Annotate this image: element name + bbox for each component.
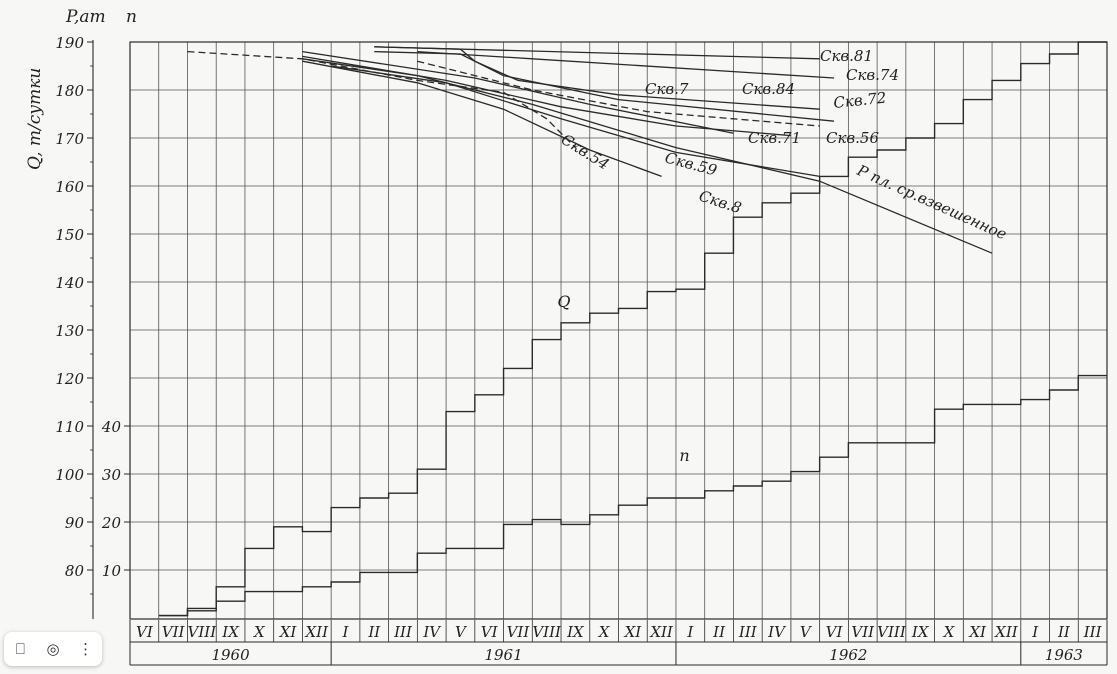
year-label: 1962 xyxy=(829,646,867,664)
month-label: VIII xyxy=(532,623,562,641)
y-axis-left-tick-label: 90 xyxy=(65,514,85,532)
y-axis-right-tick-label: 30 xyxy=(102,466,122,484)
pressure-curve xyxy=(302,58,993,254)
month-label: VI xyxy=(481,623,499,641)
month-label: I xyxy=(686,623,694,641)
pressure-curve-label: Скв.7 xyxy=(645,80,689,98)
month-label: IX xyxy=(221,623,240,641)
bookmark-icon[interactable]: ⎕ xyxy=(15,640,25,658)
y-axis-right-tick-label: 40 xyxy=(101,418,122,436)
month-label: IX xyxy=(566,623,585,641)
y-axis-right-tick-label: 10 xyxy=(102,562,122,580)
month-label: V xyxy=(800,623,813,641)
pressure-curve-label: Скв.84 xyxy=(742,80,795,98)
pressure-curve xyxy=(302,55,791,137)
step-series-n xyxy=(158,374,1107,617)
month-label: III xyxy=(1083,623,1103,641)
y-axis-left-tick-label: 100 xyxy=(55,466,84,484)
month-label: VI xyxy=(826,623,844,641)
month-label: VIII xyxy=(877,623,907,641)
month-label: XI xyxy=(624,623,643,641)
y-axis-left-tick-label: 180 xyxy=(55,82,84,100)
pressure-curve-label: Скв.56 xyxy=(826,129,879,147)
plot-frame xyxy=(129,41,1108,620)
year-label: 1963 xyxy=(1045,646,1083,664)
pressure-curve xyxy=(302,60,662,178)
year-label: 1960 xyxy=(211,646,250,664)
y-axis-left-tick-label: 160 xyxy=(55,178,84,196)
month-label: I xyxy=(1031,623,1039,641)
image-toolbar: ⎕ ◎ ⋮ xyxy=(4,632,102,666)
q-axis-label: Q, т/сутки xyxy=(25,68,45,170)
pressure-curve-label: Скв.71 xyxy=(748,129,801,147)
month-label: VII xyxy=(162,623,186,641)
pressure-curve-label: Скв.59 xyxy=(663,148,719,179)
month-label: X xyxy=(598,623,611,641)
y-axis-left-tick-label: 190 xyxy=(55,34,84,52)
month-label: VII xyxy=(507,623,531,641)
y-axis-left-tick-label: 140 xyxy=(55,274,84,292)
month-label: X xyxy=(943,623,956,641)
month-label: V xyxy=(455,623,468,641)
month-label: III xyxy=(393,623,413,641)
p-axis-label: P,ат xyxy=(65,7,106,27)
pressure-curve-label: Скв.8 xyxy=(697,187,744,218)
pressure-curve-label: Скв.72 xyxy=(833,89,888,112)
pressure-curve xyxy=(374,46,820,110)
y-axis-left-tick-label: 150 xyxy=(55,226,84,244)
month-label: IV xyxy=(767,623,787,641)
step-series-label: n xyxy=(679,446,689,465)
y-axis-left-tick-label: 170 xyxy=(55,130,84,148)
pressure-curve-label: Скв.54 xyxy=(558,130,613,173)
y-axis-left-tick-label: 80 xyxy=(65,562,85,580)
pressure-curve xyxy=(302,50,734,134)
month-label: I xyxy=(342,623,350,641)
step-series-q xyxy=(158,41,1107,617)
month-label: X xyxy=(253,623,266,641)
camera-icon[interactable]: ◎ xyxy=(46,640,60,658)
pressure-curve-label: Скв.81 xyxy=(820,47,873,65)
month-label: II xyxy=(1057,623,1071,641)
pressure-curve-label: Скв.74 xyxy=(846,66,899,84)
pressure-curve xyxy=(187,50,576,149)
month-label: XII xyxy=(994,623,1019,641)
month-label: XII xyxy=(305,623,330,641)
y-axis-right-tick-label: 20 xyxy=(101,514,122,532)
month-label: VIII xyxy=(188,623,218,641)
y-axis-left-tick-label: 130 xyxy=(55,322,84,340)
step-series-label: Q xyxy=(557,292,570,311)
pressure-curve xyxy=(331,65,820,178)
month-label: VI xyxy=(136,623,154,641)
month-label: IX xyxy=(911,623,930,641)
month-label: III xyxy=(738,623,758,641)
more-vertical-icon[interactable]: ⋮ xyxy=(78,640,94,658)
month-label: VII xyxy=(851,623,875,641)
month-label: IV xyxy=(422,623,442,641)
month-label: II xyxy=(712,623,726,641)
pressure-curve xyxy=(417,50,835,79)
y-axis-left-tick-label: 120 xyxy=(55,370,84,388)
n-axis-label: n xyxy=(126,7,137,27)
month-label: II xyxy=(367,623,381,641)
month-label: XI xyxy=(279,623,298,641)
y-axis-left-tick-label: 110 xyxy=(55,418,84,436)
pressure-curve xyxy=(374,50,835,122)
month-label: XI xyxy=(968,623,987,641)
month-label: XII xyxy=(649,623,674,641)
year-label: 1961 xyxy=(484,646,522,664)
pressure-curve xyxy=(417,60,820,127)
